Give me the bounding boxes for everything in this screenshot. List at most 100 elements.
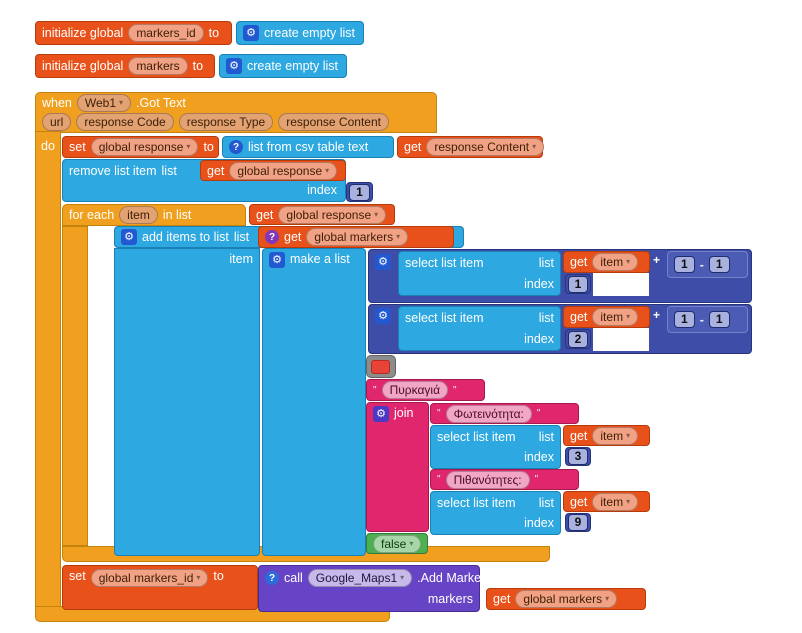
variable-dropdown[interactable]: item ▾ [592,492,639,511]
number-block[interactable]: 1 [346,182,373,202]
get-global-markers-block[interactable]: get global markers ▾ [486,588,646,610]
text-string-block[interactable]: " Πιθανότητες: " [430,469,579,490]
gear-icon[interactable]: ⚙ [269,252,285,268]
select-list-item-block[interactable]: select list item list index [430,491,561,535]
variable-dropdown[interactable]: global response ▾ [278,205,387,224]
number-value[interactable]: 1 [708,256,730,273]
foreach-block-spine[interactable] [62,226,88,546]
logic-dropdown[interactable]: false ▾ [373,534,422,553]
to-label: to [213,569,224,583]
number-value[interactable]: 9 [567,514,589,531]
variable-dropdown[interactable]: global markers ▾ [306,228,409,246]
set-keyword: set [69,140,86,154]
empty-socket[interactable] [593,328,649,351]
variable-dropdown[interactable]: item ▾ [592,426,639,445]
set-global-response-block[interactable]: set global response ▾ to [62,136,219,158]
select-list-item-block[interactable]: select list item list index [398,251,561,296]
variable-dropdown[interactable]: global response ▾ [229,161,338,180]
variable-dropdown[interactable]: global response ▾ [90,138,199,156]
number-block[interactable]: 2 [565,329,591,349]
warning-icon[interactable]: ? [265,230,279,244]
create-empty-list-label: create empty list [247,59,339,73]
variable-dropdown[interactable]: response Content ▾ [426,138,545,156]
variable-name-field[interactable]: markers [128,57,188,75]
subtract-block[interactable]: 1 - 1 [667,251,748,278]
get-keyword: get [284,230,302,244]
component-dropdown[interactable]: Web1 ▾ [76,94,132,113]
gear-icon[interactable]: ⚙ [226,58,242,74]
param-url[interactable]: url [42,112,72,131]
param-response-code[interactable]: response Code [76,112,174,131]
add-items-to-list-body[interactable]: item [114,248,260,556]
get-keyword: get [256,207,274,222]
get-global-response-block[interactable]: get global response ▾ [200,160,346,181]
logic-false-block[interactable]: false ▾ [366,533,428,554]
list-from-csv-table-block[interactable]: ? list from csv table text [222,136,394,158]
help-icon[interactable]: ? [229,140,243,154]
text-field[interactable]: Φωτεινότητα: [445,404,532,423]
loop-variable-field[interactable]: item [119,206,158,224]
when-block-spine[interactable] [35,131,61,607]
variable-dropdown[interactable]: item ▾ [592,308,639,326]
text-string-block[interactable]: " Φωτεινότητα: " [430,403,579,424]
variable-dropdown[interactable]: item ▾ [592,253,639,271]
make-a-list-block[interactable]: ⚙ make a list [262,248,366,556]
number-value[interactable]: 3 [567,448,589,465]
number-block[interactable]: 3 [565,447,591,466]
gear-icon[interactable]: ⚙ [121,229,137,245]
number-value[interactable]: 1 [674,256,695,273]
init-prefix: initialize global [42,26,124,40]
select-label: select list item [405,311,484,326]
close-quote: " [534,474,539,485]
gear-icon[interactable]: ⚙ [243,25,259,41]
variable-dropdown[interactable]: global markers_id ▾ [90,569,209,587]
gear-icon[interactable]: ⚙ [375,254,391,270]
get-response-content-block[interactable]: get response Content ▾ [397,136,545,158]
number-value[interactable]: 1 [567,275,589,293]
get-global-markers-block[interactable]: ? get global markers ▾ [258,226,454,248]
get-item-block[interactable]: get item ▾ [563,425,650,446]
csv-label: list from csv table text [248,140,369,154]
collapsed-block[interactable] [366,355,396,378]
number-value[interactable]: 2 [567,330,589,348]
get-item-block[interactable]: get item ▾ [563,251,650,273]
select-row-index: index [405,274,554,294]
number-value[interactable]: 1 [708,311,730,328]
subtract-block[interactable]: 1 - 1 [667,306,748,333]
call-google-maps-add-markers-block[interactable]: ? call Google_Maps1 ▾ .Add Markers marker… [258,565,492,612]
number-block[interactable]: 1 [565,274,591,294]
component-dropdown[interactable]: Google_Maps1 ▾ [307,569,413,587]
text-field[interactable]: Πυρκαγιά [381,381,449,399]
help-icon[interactable]: ? [265,571,279,585]
when-web1-got-text-block[interactable]: when Web1 ▾ .Got Text url response Code r… [35,92,437,133]
empty-socket[interactable] [593,273,649,296]
text-field[interactable]: Πιθανότητες: [445,470,530,489]
chevron-down-icon: ▾ [626,496,631,506]
number-value[interactable]: 1 [349,183,370,201]
create-empty-list-block[interactable]: ⚙ create empty list [236,21,364,45]
select-list-item-block[interactable]: select list item list index [398,306,561,351]
get-item-block[interactable]: get item ▾ [563,491,650,512]
param-response-content[interactable]: response Content [278,112,389,131]
foreach-block-header[interactable]: for each item in list [62,204,246,226]
variable-dropdown[interactable]: global markers ▾ [515,590,618,608]
param-response-type[interactable]: response Type [178,112,274,131]
set-global-markers-id-block[interactable]: set global markers_id ▾ to [62,565,258,610]
select-list-item-block[interactable]: select list item list index [430,425,561,469]
init-global-markers-id-block[interactable]: initialize global markers_id to [35,21,232,45]
list-label: list [538,311,554,326]
variable-name-field[interactable]: markers_id [128,24,204,42]
get-item-block[interactable]: get item ▾ [563,306,650,328]
number-value[interactable]: 1 [674,311,695,328]
get-global-response-block[interactable]: get global response ▾ [249,204,395,225]
join-block[interactable]: ⚙ join [366,402,429,532]
number-block[interactable]: 9 [565,513,591,532]
gear-icon[interactable]: ⚙ [375,308,391,324]
text-string-block[interactable]: " Πυρκαγιά " [366,379,485,401]
list-label: list [233,230,250,244]
gear-icon[interactable]: ⚙ [373,406,389,422]
init-to: to [192,59,204,73]
create-empty-list-block[interactable]: ⚙ create empty list [219,54,347,78]
init-global-markers-block[interactable]: initialize global markers to [35,54,215,78]
